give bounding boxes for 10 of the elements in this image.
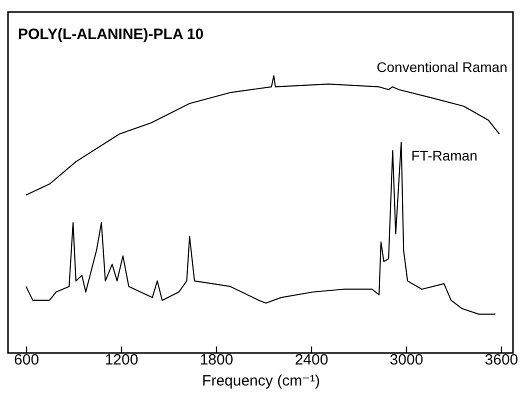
series-label: FT-Raman [411,147,478,164]
x-axis-title: Frequency (cm⁻¹) [202,372,320,390]
x-tick-label: 2400 [294,352,328,368]
x-tick-label: 1200 [104,352,138,368]
x-tick-label: 3000 [390,352,424,368]
chart-title: POLY(L-ALANINE)-PLA 10 [18,26,204,43]
x-tick-label: 3600 [484,352,518,368]
x-tick-label: 1800 [200,352,234,368]
x-tick-label: 600 [14,352,40,368]
series-label: Conventional Raman [376,58,508,75]
